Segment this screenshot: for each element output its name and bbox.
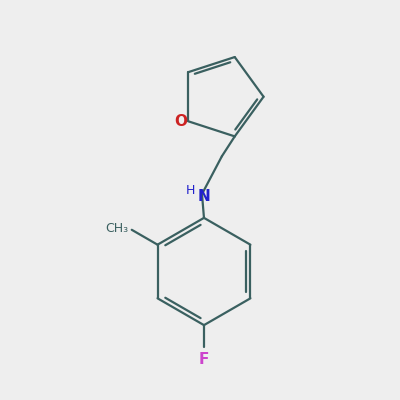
Text: F: F [199,352,209,367]
Text: N: N [198,188,210,204]
Text: CH₃: CH₃ [106,222,128,236]
Text: H: H [186,184,196,196]
Text: O: O [174,114,188,129]
